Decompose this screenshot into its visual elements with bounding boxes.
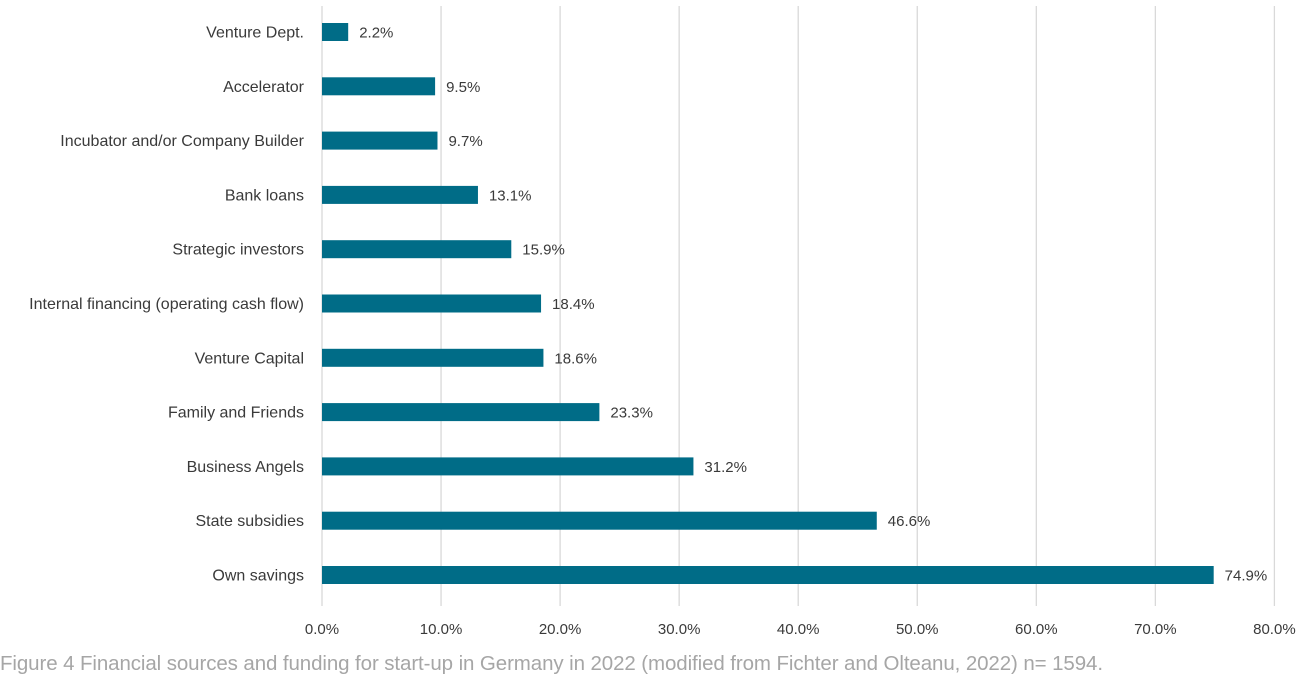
- category-label: Business Angels: [187, 459, 304, 476]
- data-label: 23.3%: [610, 405, 653, 422]
- category-label: Family and Friends: [168, 405, 304, 422]
- x-tick-label: 0.0%: [305, 621, 339, 638]
- data-label: 18.4%: [552, 296, 595, 313]
- category-label: Venture Capital: [195, 350, 304, 367]
- category-label: State subsidies: [195, 513, 304, 530]
- x-tick-label: 20.0%: [539, 621, 582, 638]
- figure-caption: Figure 4 Financial sources and funding f…: [0, 652, 1103, 675]
- data-label: 46.6%: [888, 513, 931, 530]
- category-label: Strategic investors: [172, 242, 304, 259]
- data-label: 2.2%: [359, 25, 393, 42]
- category-label: Bank loans: [225, 187, 304, 204]
- category-label: Venture Dept.: [206, 25, 304, 42]
- gridlines: [321, 6, 1276, 606]
- x-tick-label: 70.0%: [1134, 621, 1177, 638]
- data-label: 15.9%: [522, 242, 565, 259]
- data-label: 31.2%: [704, 459, 747, 476]
- category-label: Internal financing (operating cash flow): [29, 296, 304, 313]
- bar: [322, 348, 544, 367]
- category-label: Accelerator: [223, 79, 305, 96]
- x-tick-label: 30.0%: [658, 621, 701, 638]
- x-tick-label: 80.0%: [1253, 621, 1296, 638]
- bars: [322, 23, 1214, 584]
- bar-chart: Venture Dept. Accelerator Incubator and/or…: [29, 6, 1296, 638]
- category-label: Own savings: [212, 568, 304, 585]
- value-labels: 2.2% 9.5% 9.7% 13.1% 15.9% 18.4% 18.6% 23.3% 31.…: [359, 25, 1267, 585]
- bar: [322, 511, 877, 530]
- bar: [322, 185, 478, 204]
- category-labels: Venture Dept. Accelerator Incubator and/or…: [29, 25, 305, 585]
- data-label: 13.1%: [489, 187, 532, 204]
- data-label: 9.7%: [448, 133, 482, 150]
- x-axis-tick-labels: 0.0% 10.0% 20.0% 30.0% 40.0% 50.0% 60.0% 70.0% 8…: [305, 621, 1296, 638]
- bar: [322, 23, 349, 41]
- data-label: 18.6%: [554, 350, 597, 367]
- category-label: Incubator and/or Company Builder: [60, 133, 304, 150]
- bar: [322, 457, 694, 476]
- x-tick-label: 40.0%: [777, 621, 820, 638]
- x-tick-label: 60.0%: [1015, 621, 1058, 638]
- data-label: 74.9%: [1225, 568, 1268, 585]
- bar: [322, 77, 436, 96]
- bar: [322, 566, 1214, 584]
- data-label: 9.5%: [446, 79, 480, 96]
- bar: [322, 403, 600, 422]
- bar: [322, 240, 512, 259]
- x-tick-label: 10.0%: [420, 621, 463, 638]
- x-tick-label: 50.0%: [896, 621, 939, 638]
- bar: [322, 294, 542, 313]
- bar: [322, 131, 438, 150]
